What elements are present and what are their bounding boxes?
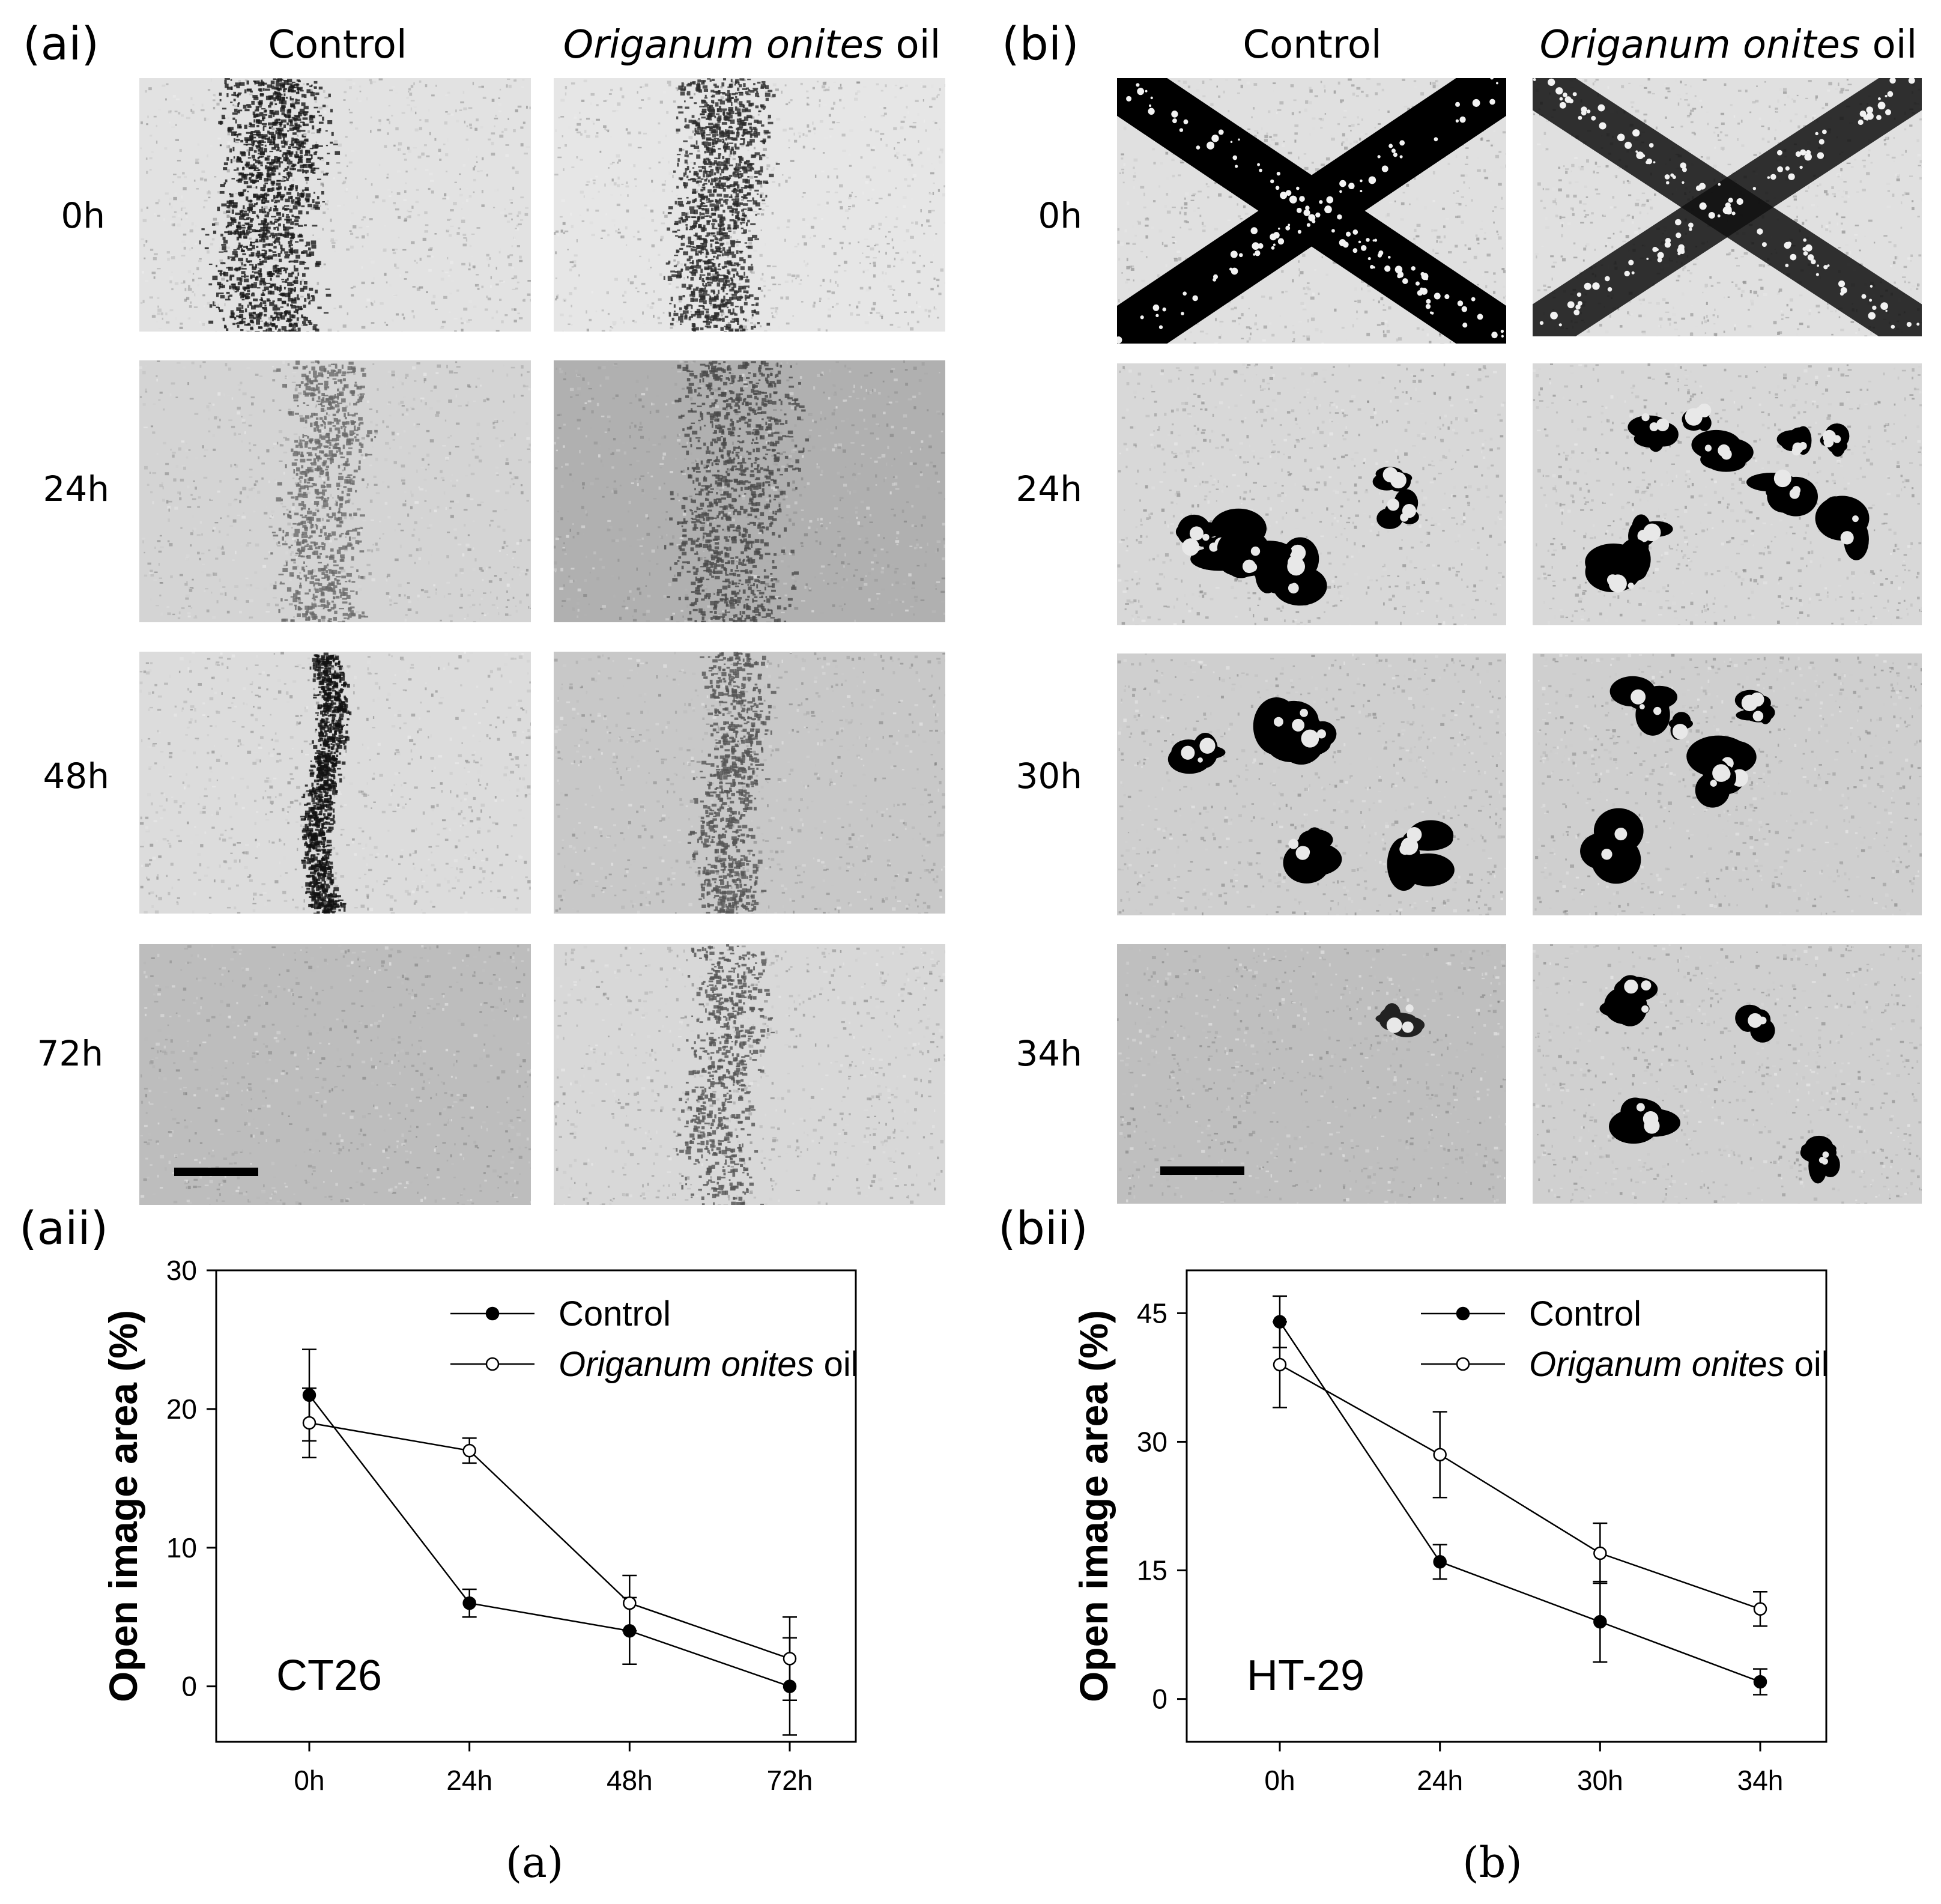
scale-bar-a (174, 1168, 258, 1176)
column-heading-control-a: Control (139, 23, 536, 67)
chart0-series-1-point-2 (623, 1596, 637, 1610)
caption-a: (a) (474, 1838, 595, 1887)
chart-ht29: 0 15 30 45 0h 24h 30h 34h Open image area (%) Con… (970, 1231, 1941, 1832)
chart1-series-1-point-3 (1753, 1602, 1767, 1616)
column-heading-control-b: Control (1117, 23, 1507, 67)
chart0-legend-marker-0 (485, 1306, 500, 1321)
chart1-series-0-line (1279, 1321, 1761, 1683)
chart0-legend-label-0: Control (559, 1294, 671, 1333)
panel-label-aii: (aii) (19, 1201, 108, 1255)
micrograph-ct26-control-72h (139, 944, 531, 1205)
row-label-a-0: 0h (33, 195, 105, 236)
row-label-b-2: 30h (1010, 756, 1082, 796)
micrograph-ht29-oil-0h (1533, 78, 1922, 336)
chart0-cell-line-annotation: CT26 (276, 1652, 382, 1700)
chart0-xtick-label-2: 48h (607, 1765, 653, 1796)
panel-label-bi: (bi) (1002, 17, 1079, 70)
chart0-ylabel: Open image area (%) (101, 1310, 145, 1702)
chart1-legend-marker-1 (1456, 1357, 1470, 1371)
chart0-series-1-point-0 (302, 1416, 316, 1430)
chart1-plot-frame (1185, 1269, 1827, 1743)
chart1-cell-line-annotation: HT-29 (1247, 1652, 1364, 1700)
micrograph-ct26-control-0h (139, 78, 531, 332)
chart1-ylabel: Open image area (%) (1071, 1310, 1116, 1702)
chart1-series-1-line (1279, 1363, 1761, 1610)
micrograph-ht29-control-30h (1117, 653, 1506, 915)
chart-ct26: 0 10 20 30 0h 24h 48h 72h Open image area (%) Con… (0, 1231, 970, 1832)
micrograph-ht29-control-24h (1117, 363, 1506, 625)
micrograph-ct26-control-24h (139, 360, 531, 622)
species-name: Origanum onites (1540, 23, 1860, 67)
chart1-xtick-label-3: 34h (1737, 1765, 1784, 1796)
micrograph-ct26-oil-24h (554, 360, 945, 622)
micrograph-ht29-control-0h (1117, 78, 1506, 344)
panel-label-ai: (ai) (23, 17, 99, 70)
scale-bar-b (1160, 1166, 1244, 1175)
chart-ct26-svg: 0 10 20 30 0h 24h 48h 72h Open image area (%) Con… (101, 1255, 859, 1796)
row-label-a-2: 48h (37, 756, 109, 796)
oil-suffix: oil (1860, 23, 1918, 67)
chart1-ytick-label-0: 0 (1152, 1684, 1167, 1715)
chart1-xtick-label-2: 30h (1577, 1765, 1623, 1796)
chart1-xtick-label-0: 0h (1264, 1765, 1295, 1796)
chart1-series-1-point-0 (1273, 1357, 1287, 1372)
chart0-ytick-label-3: 30 (166, 1255, 197, 1286)
chart0-xtick-label-1: 24h (446, 1765, 492, 1796)
chart0-series-1-point-1 (462, 1443, 476, 1458)
chart0-ytick-label-0: 0 (181, 1671, 197, 1702)
chart0-xtick-label-0: 0h (294, 1765, 324, 1796)
chart0-legend-marker-1 (485, 1357, 500, 1371)
chart0-series-0-line (309, 1395, 790, 1687)
micrograph-ct26-oil-0h (554, 78, 945, 332)
micrograph-ht29-oil-34h (1533, 944, 1922, 1204)
chart1-ytick-label-1: 15 (1137, 1555, 1167, 1586)
micrograph-ht29-control-34h (1117, 944, 1506, 1204)
row-label-a-3: 72h (31, 1033, 103, 1074)
column-heading-treatment-a: Origanum onites oil (554, 23, 950, 67)
chart0-xtick-label-3: 72h (767, 1765, 813, 1796)
micrograph-ht29-oil-24h (1533, 363, 1922, 625)
row-label-a-1: 24h (37, 468, 109, 509)
micrograph-ct26-control-48h (139, 652, 531, 914)
chart1-series-0-point-1 (1433, 1555, 1447, 1569)
caption-b: (b) (1432, 1838, 1552, 1887)
chart0-ytick-label-1: 10 (166, 1532, 197, 1563)
chart1-legend-label-0: Control (1529, 1294, 1641, 1333)
micrograph-ct26-oil-48h (554, 652, 945, 914)
chart1-legend-label-1: Origanum onites oil (1529, 1345, 1829, 1384)
chart0-series-1-point-3 (783, 1652, 797, 1666)
chart1-series-1-point-1 (1433, 1448, 1447, 1462)
chart0-series-1-line (309, 1422, 790, 1660)
row-label-b-3: 34h (1010, 1033, 1082, 1074)
row-label-b-1: 24h (1010, 468, 1082, 509)
oil-suffix: oil (883, 23, 941, 67)
micrograph-ct26-oil-72h (554, 944, 945, 1205)
panel-label-bii: (bii) (998, 1201, 1088, 1255)
chart0-ytick-label-2: 20 (166, 1393, 197, 1425)
chart1-series-1-point-2 (1593, 1546, 1607, 1560)
chart1-ytick-label-3: 45 (1137, 1297, 1167, 1329)
chart-ht29-svg: 0 15 30 45 0h 24h 30h 34h Open image area (%) Con… (1071, 1269, 1829, 1796)
chart0-plot-frame (215, 1269, 857, 1743)
chart1-legend-marker-0 (1456, 1306, 1470, 1321)
chart1-series-0-point-2 (1593, 1614, 1607, 1629)
column-heading-treatment-b: Origanum onites oil (1530, 23, 1927, 67)
species-name: Origanum onites (563, 23, 883, 67)
chart1-xtick-label-1: 24h (1417, 1765, 1463, 1796)
micrograph-ht29-oil-30h (1533, 653, 1922, 915)
chart0-legend-label-1: Origanum onites oil (559, 1345, 859, 1384)
row-label-b-0: 0h (1010, 195, 1082, 236)
chart0-series-0-point-1 (462, 1596, 476, 1610)
chart1-ytick-label-2: 30 (1137, 1426, 1167, 1457)
chart1-series-0-point-3 (1753, 1675, 1767, 1689)
